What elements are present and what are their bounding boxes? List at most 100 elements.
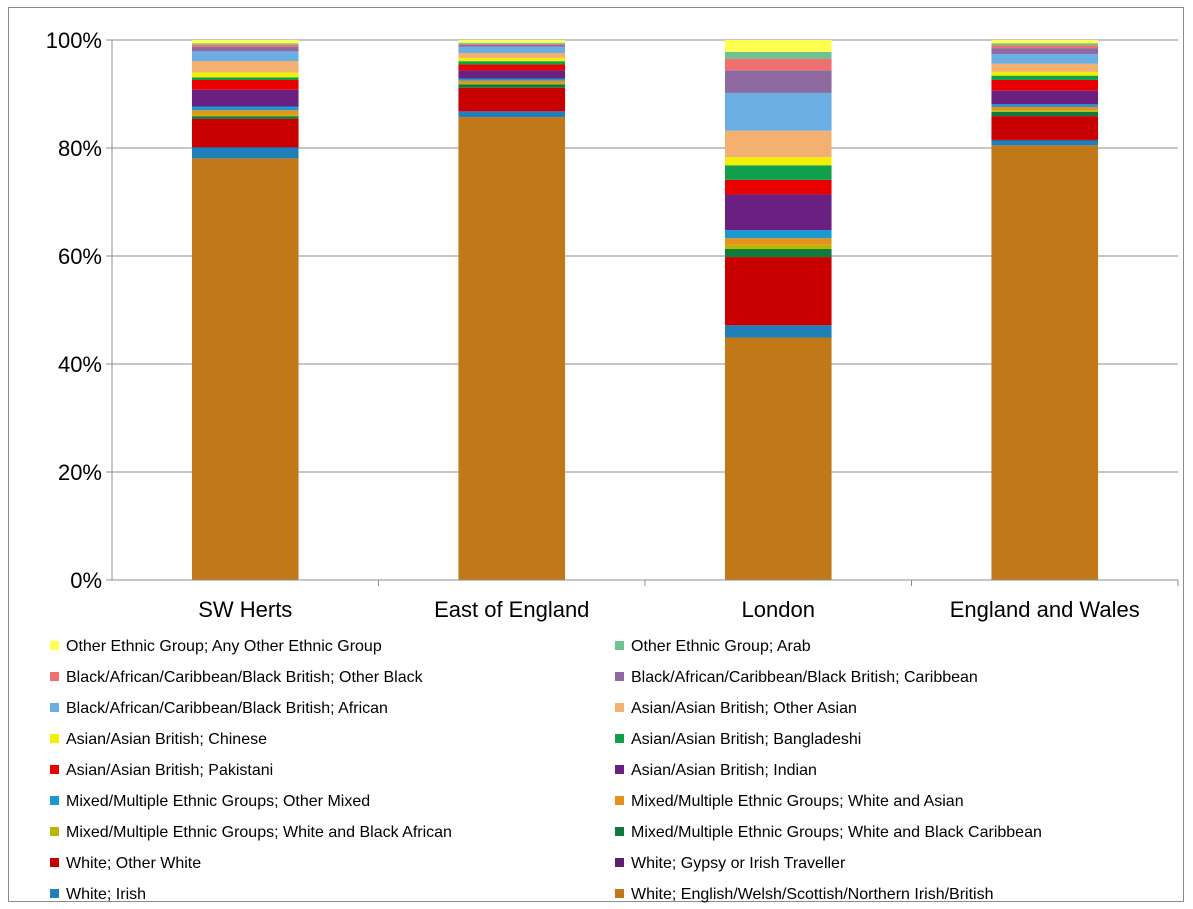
bar-segment	[724, 194, 832, 231]
legend-label: Asian/Asian British; Indian	[631, 762, 817, 779]
bar-segment	[724, 230, 832, 239]
bar-segment	[991, 104, 1099, 107]
legend-swatch	[50, 703, 59, 712]
bar-segment	[458, 40, 566, 43]
y-tick-label: 100%	[46, 28, 102, 53]
bar-segment	[991, 63, 1099, 72]
bar-segment	[991, 111, 1099, 117]
legend-label: White; English/Welsh/Scottish/Northern I…	[631, 886, 994, 903]
y-tick-label: 0%	[70, 568, 102, 593]
category-label: London	[742, 597, 815, 622]
bar-segment	[991, 145, 1099, 581]
legend-swatch	[50, 858, 59, 867]
bar-segment	[991, 75, 1099, 80]
legend-swatch	[50, 765, 59, 774]
bar-segment	[724, 58, 832, 71]
legend-label: White; Irish	[66, 886, 146, 903]
bar-segment	[191, 80, 299, 90]
bar-segment	[724, 248, 832, 258]
bar-segment	[191, 158, 299, 581]
bar-segment	[724, 337, 832, 580]
bar-segment	[191, 44, 299, 48]
bar-segment	[458, 70, 566, 79]
bar-segment	[458, 43, 566, 45]
bar-segment	[458, 53, 566, 58]
category-label: England and Wales	[950, 597, 1140, 622]
bar-segment	[458, 64, 566, 71]
y-tick-labels: 0% 20% 40% 60% 80% 100%	[46, 28, 102, 593]
bar-segment	[724, 165, 832, 180]
bar-segment	[458, 46, 566, 54]
legend-swatch	[50, 796, 59, 805]
bar-segment	[458, 61, 566, 65]
bar-segment	[991, 45, 1099, 49]
category-label: SW Herts	[198, 597, 292, 622]
bar-segment	[458, 87, 566, 112]
bar-segment	[991, 110, 1099, 112]
bar-segment	[991, 90, 1099, 105]
legend-swatch	[615, 672, 624, 681]
bar-segment	[458, 80, 566, 84]
bar-segment	[458, 111, 566, 112]
legend-swatch	[50, 672, 59, 681]
legend-swatch	[50, 734, 59, 743]
bar-segment	[991, 139, 1099, 141]
bar-segment	[458, 117, 566, 581]
legend-label: Asian/Asian British; Pakistani	[66, 762, 273, 779]
legend-label: Black/African/Caribbean/Black British; O…	[66, 669, 424, 686]
legend-swatch	[615, 765, 624, 774]
bar-segment	[458, 111, 566, 118]
bar-segment	[724, 92, 832, 131]
bar-segment	[191, 72, 299, 78]
legend-swatch	[615, 641, 624, 650]
legend-swatch	[615, 858, 624, 867]
legend-label: White; Gypsy or Irish Traveller	[631, 855, 846, 872]
legend-label: Black/African/Caribbean/Black British; A…	[66, 700, 388, 717]
bar-segment	[724, 157, 832, 166]
bar-segment	[991, 54, 1099, 64]
bar-segment	[191, 118, 299, 148]
bar-segment	[191, 77, 299, 80]
legend-label: Mixed/Multiple Ethnic Groups; White and …	[631, 793, 964, 810]
bar-segment	[991, 48, 1099, 55]
bar-segment	[191, 40, 299, 44]
bar-segment	[191, 89, 299, 107]
legend-label: Mixed/Multiple Ethnic Groups; White and …	[66, 824, 452, 841]
legend-label: Mixed/Multiple Ethnic Groups; Other Mixe…	[66, 793, 370, 810]
bar-segment	[724, 51, 832, 59]
bar-segment	[724, 179, 832, 195]
legend: Other Ethnic Group; Any Other Ethnic Gro…	[50, 638, 1042, 903]
bar-segment	[724, 325, 832, 338]
legend-label: Asian/Asian British; Bangladeshi	[631, 731, 861, 748]
bars	[191, 40, 1099, 581]
bar-segment	[458, 84, 566, 88]
bar-segment	[991, 116, 1099, 140]
legend-swatch	[50, 827, 59, 836]
bar-segment	[191, 43, 299, 45]
legend-swatch	[615, 889, 624, 898]
legend-swatch	[50, 641, 59, 650]
bar-segment	[991, 40, 1099, 44]
bar-segment	[724, 325, 832, 326]
bar-segment	[724, 40, 832, 52]
bar-segment	[191, 47, 299, 52]
bar-segment	[458, 44, 566, 47]
legend-label: Other Ethnic Group; Any Other Ethnic Gro…	[66, 638, 382, 655]
bar-segment	[191, 114, 299, 117]
bar-segment	[458, 42, 566, 44]
bar-segment	[724, 130, 832, 158]
bar-segment	[724, 70, 832, 93]
legend-swatch	[615, 827, 624, 836]
bar-segment	[191, 110, 299, 115]
bar-segment	[724, 244, 832, 249]
bar-segment	[458, 57, 566, 62]
bar-segment	[191, 147, 299, 148]
bar-segment	[991, 79, 1099, 91]
legend-swatch	[615, 734, 624, 743]
bar-segment	[191, 51, 299, 62]
y-tick-label: 40%	[58, 352, 102, 377]
y-tick-label: 80%	[58, 136, 102, 161]
legend-label: White; Other White	[66, 855, 201, 872]
bar-segment	[191, 147, 299, 159]
